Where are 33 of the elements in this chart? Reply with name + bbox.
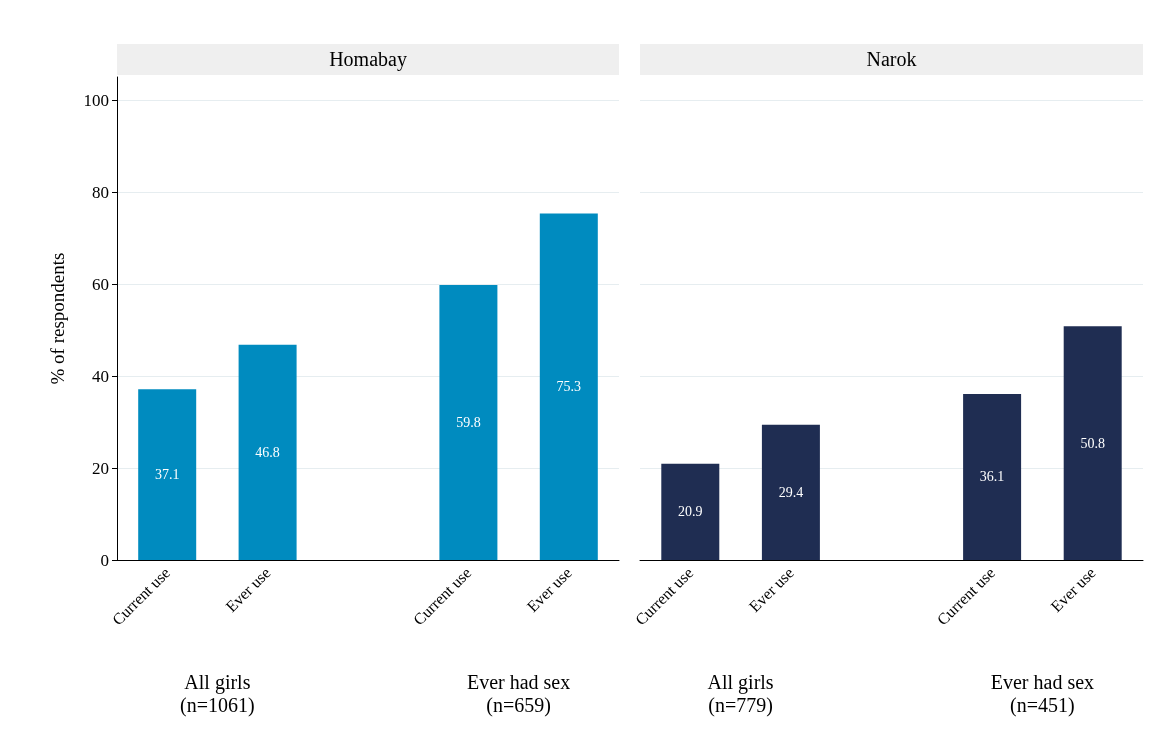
chart-title: Homabay [329, 48, 407, 71]
data-label: 37.1 [154, 467, 180, 483]
x-tick-label: Ever use [222, 563, 274, 616]
text: All girls (n=1061) [180, 670, 255, 717]
chart-title: Narok [866, 48, 917, 70]
bar [238, 344, 297, 560]
x-tick-label: Ever use [1047, 563, 1099, 616]
bar [539, 213, 598, 560]
text: Ever had sex (n=451) [990, 670, 1095, 717]
y-tick-label: 60 [92, 274, 109, 294]
x-tick-label: Ever use [523, 563, 575, 616]
y-tick-label: 40 [92, 366, 109, 386]
y-tick-label: 0 [100, 550, 109, 570]
data-label: 29.4 [778, 484, 804, 500]
data-label: 36.1 [979, 469, 1005, 485]
bar [138, 389, 197, 560]
x-tick-label: Ever use [745, 563, 797, 616]
bar [963, 393, 1022, 560]
y-tick-label: 80 [92, 182, 109, 202]
data-label: 20.9 [678, 504, 703, 520]
y-axis-title: % of respondents [47, 252, 68, 385]
bar [761, 424, 820, 560]
y-tick-label: 100 [83, 90, 109, 110]
data-label: 59.8 [456, 414, 481, 430]
data-label: 46.8 [255, 444, 280, 460]
bar [1063, 326, 1122, 560]
data-label: 75.3 [556, 379, 582, 395]
bar [439, 284, 498, 560]
data-label: 50.8 [1080, 435, 1105, 451]
text: Ever had sex (n=659) [466, 670, 571, 717]
text: All girls (n=779) [707, 670, 774, 717]
y-tick-label: 20 [92, 458, 109, 478]
bar [661, 463, 720, 560]
